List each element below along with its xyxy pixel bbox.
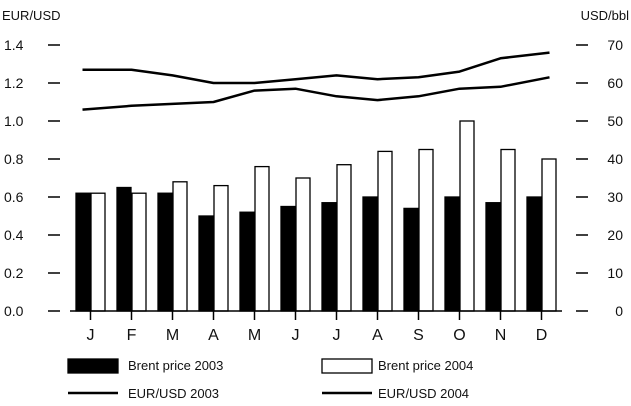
bar-2004	[172, 181, 188, 312]
x-tick-label: D	[536, 327, 548, 344]
y-axis-label-left: EUR/USD	[2, 8, 61, 23]
bar-2004	[500, 148, 516, 312]
x-tick-label: J	[87, 327, 95, 344]
legend-swatch	[67, 358, 119, 374]
left-tick-label: 0.2	[4, 265, 24, 281]
x-tick-label: J	[333, 327, 341, 344]
legend-label: EUR/USD 2003	[128, 386, 219, 401]
right-tick-label: 10	[607, 265, 623, 281]
right-tick-label: 60	[607, 75, 623, 91]
bar-2003	[403, 207, 419, 312]
bar-2003	[444, 196, 460, 312]
left-tick-label: 1.4	[4, 37, 24, 53]
bar-2004	[131, 192, 147, 312]
x-tick-label: M	[166, 327, 179, 344]
bar-2003	[362, 196, 378, 312]
bar-2003	[75, 192, 91, 312]
legend-label: Brent price 2004	[378, 358, 473, 373]
bar-2004	[213, 184, 229, 312]
bar-2003	[280, 205, 296, 312]
bar-2004	[254, 165, 270, 312]
left-tick-label: 0.6	[4, 189, 24, 205]
right-tick-label: 40	[607, 151, 623, 167]
x-tick-label: J	[292, 327, 300, 344]
x-tick-label: M	[248, 327, 261, 344]
right-tick-label: 0	[615, 303, 623, 319]
legend-label: Brent price 2003	[128, 358, 223, 373]
right-tick-label: 70	[607, 37, 623, 53]
left-tick-label: 1.2	[4, 75, 24, 91]
left-axis: 0.0 0.2 0.4 0.6 0.8 1.0 1.2 1.4	[4, 37, 60, 319]
x-tick-label: N	[495, 327, 507, 344]
left-tick-label: 0.0	[4, 303, 24, 319]
x-tick-label: F	[127, 327, 137, 344]
x-tick-label: S	[413, 327, 424, 344]
bar-2003	[157, 192, 173, 312]
bar-2004	[541, 158, 557, 312]
x-tick-label: O	[453, 327, 465, 344]
bar-2003	[526, 196, 542, 312]
bar-2003	[321, 202, 337, 312]
left-tick-label: 1.0	[4, 113, 24, 129]
right-tick-label: 30	[607, 189, 623, 205]
left-tick-label: 0.8	[4, 151, 24, 167]
bar-2003	[198, 215, 214, 312]
bar-2003	[239, 211, 255, 312]
x-tick-label: A	[372, 327, 383, 344]
lines	[82, 51, 550, 111]
bar-2004	[418, 148, 434, 312]
bar-2004	[336, 164, 352, 312]
legend-swatch	[321, 358, 373, 374]
bar-2004	[459, 120, 475, 312]
right-tick-label: 50	[607, 113, 623, 129]
x-tick-label: A	[208, 327, 219, 344]
bar-2004	[295, 177, 311, 312]
right-axis: 0 10 20 30 40 50 60 70	[576, 37, 623, 319]
line-eurusd-2004	[82, 51, 550, 85]
bar-2004	[377, 150, 393, 312]
bar-2004	[90, 192, 106, 312]
y-axis-label-right: USD/bbl	[581, 8, 630, 23]
left-tick-label: 0.4	[4, 227, 24, 243]
bar-2003	[116, 186, 132, 312]
right-tick-label: 20	[607, 227, 623, 243]
line-eurusd-2003	[82, 76, 550, 111]
legend-label: EUR/USD 2004	[378, 386, 469, 401]
bars	[75, 120, 557, 312]
bar-2003	[485, 202, 501, 312]
legend: Brent price 2003 Brent price 2004 EUR/USD …	[67, 358, 473, 401]
